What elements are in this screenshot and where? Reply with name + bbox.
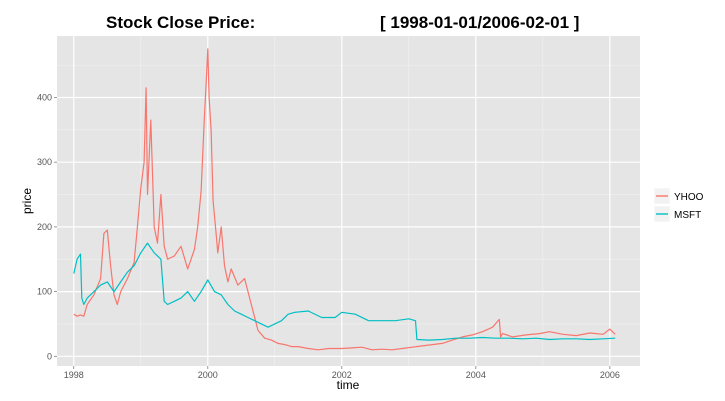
x-tick-label: 2000 bbox=[198, 370, 218, 380]
series-line-yhoo bbox=[73, 48, 616, 351]
y-axis-title: price bbox=[20, 188, 34, 214]
plot-panel bbox=[57, 36, 640, 366]
y-tick-label: 300 bbox=[37, 157, 52, 167]
chart-title-right: [ 1998-01-01/2006-02-01 ] bbox=[380, 13, 579, 32]
series-layer bbox=[73, 48, 616, 351]
y-tick-label: 400 bbox=[37, 92, 52, 102]
minor-grid bbox=[57, 36, 640, 366]
x-tick-label: 1998 bbox=[64, 370, 84, 380]
x-tick-label: 2002 bbox=[332, 370, 352, 380]
legend: YHOO MSFT bbox=[653, 187, 704, 223]
x-axis-ticks: 1998 2000 2002 2004 2006 bbox=[64, 366, 620, 380]
y-axis-ticks: 0 100 200 300 400 bbox=[37, 92, 57, 361]
x-tick-label: 2006 bbox=[600, 370, 620, 380]
y-tick-label: 0 bbox=[47, 351, 52, 361]
y-tick-label: 200 bbox=[37, 222, 52, 232]
series-line-msft bbox=[73, 242, 616, 341]
x-axis-title: time bbox=[337, 378, 360, 392]
legend-label-yhoo: YHOO bbox=[674, 192, 704, 203]
x-tick-label: 2004 bbox=[466, 370, 486, 380]
chart-title-left: Stock Close Price: bbox=[106, 13, 255, 32]
major-grid bbox=[57, 36, 640, 366]
legend-label-msft: MSFT bbox=[674, 210, 701, 221]
y-tick-label: 100 bbox=[37, 287, 52, 297]
